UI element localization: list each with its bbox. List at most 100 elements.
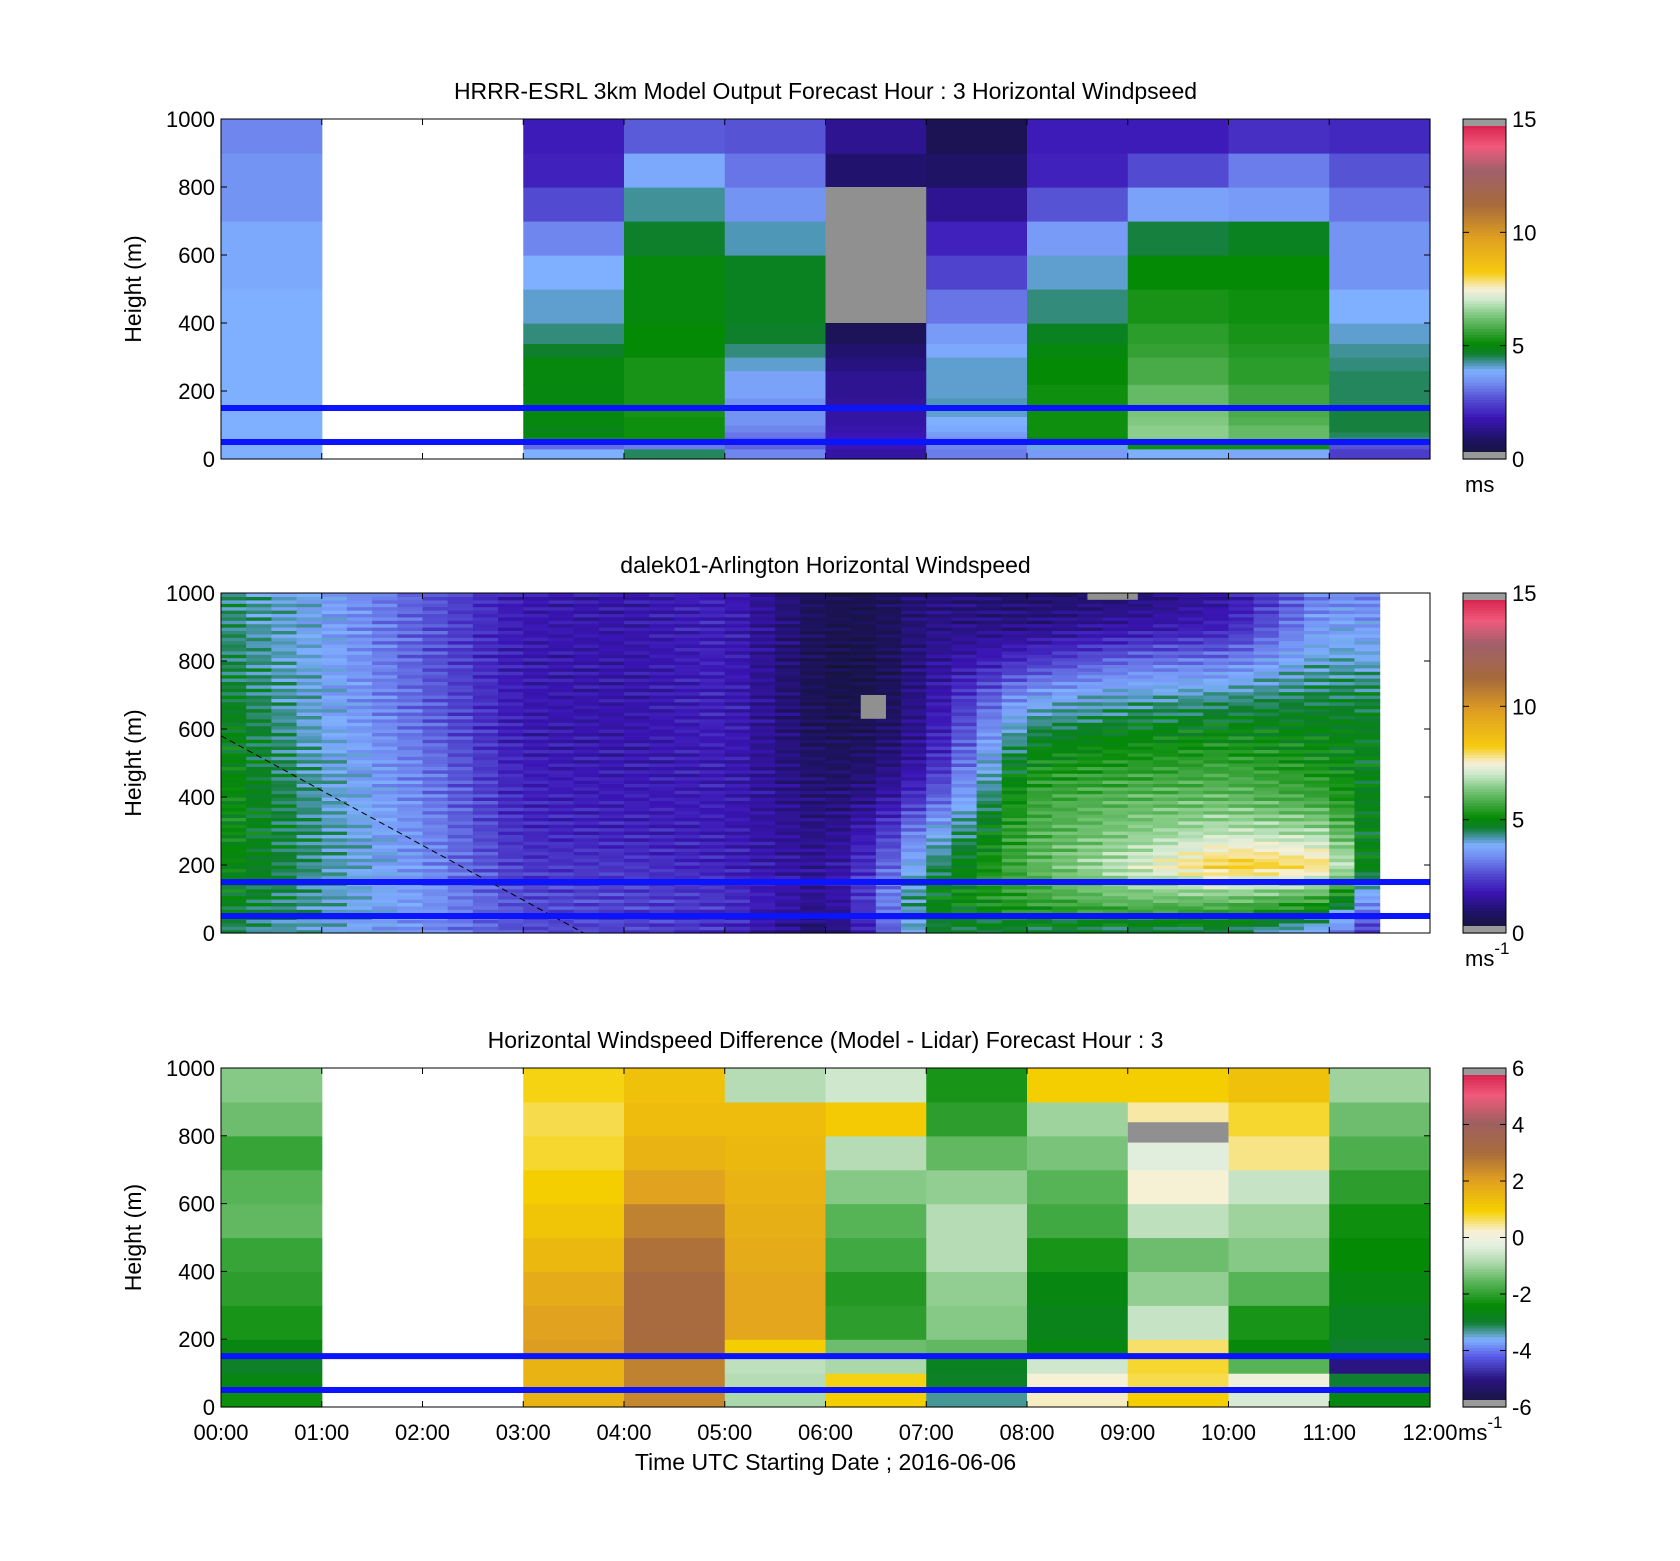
- heatmap-cell: [624, 725, 650, 730]
- heatmap-cell: [1152, 827, 1179, 832]
- heatmap-cell: [1354, 848, 1381, 852]
- heatmap-cell: [1027, 701, 1053, 706]
- heatmap-cell: [901, 899, 927, 903]
- heatmap-cell: [447, 729, 474, 733]
- heatmap-cell: [1152, 763, 1179, 767]
- heatmap-cell: [447, 681, 474, 686]
- heatmap-cell: [1001, 769, 1028, 774]
- heatmap-cell: [1027, 814, 1053, 818]
- heatmap-cell: [573, 698, 600, 703]
- heatmap-cell: [372, 790, 398, 795]
- heatmap-cell: [1077, 817, 1104, 822]
- heatmap-cell: [1027, 817, 1053, 822]
- heatmap-cell: [523, 763, 550, 767]
- heatmap-cell: [1329, 861, 1356, 866]
- heatmap-cell: [1304, 899, 1330, 903]
- heatmap-cell: [951, 620, 978, 625]
- heatmap-cell: [472, 919, 499, 924]
- heatmap-cell: [447, 759, 474, 764]
- heatmap-cell: [624, 735, 650, 740]
- heatmap-cell: [649, 763, 675, 767]
- heatmap-cell: [951, 844, 978, 849]
- heatmap-cell: [1203, 803, 1230, 808]
- heatmap-cell: [598, 752, 625, 757]
- heatmap-cell: [447, 803, 474, 808]
- heatmap-cell: [875, 742, 902, 747]
- heatmap-cell: [1077, 684, 1104, 689]
- heatmap-cell: [1253, 701, 1280, 706]
- heatmap-cell: [1052, 695, 1078, 699]
- heatmap-cell: [724, 759, 751, 764]
- heatmap-cell: [321, 807, 348, 812]
- heatmap-cell: [271, 596, 298, 601]
- heatmap-cell: [850, 722, 877, 727]
- heatmap-cell: [1077, 722, 1104, 727]
- heatmap-cell: [624, 343, 726, 358]
- heatmap-cell: [649, 837, 675, 842]
- heatmap-cell: [321, 888, 348, 893]
- heatmap-cell: [1354, 654, 1381, 659]
- heatmap-cell: [1228, 752, 1255, 757]
- heatmap-cell: [901, 698, 927, 703]
- heatmap-cell: [976, 848, 1003, 852]
- heatmap-cell: [875, 892, 902, 897]
- heatmap-cell: [825, 783, 852, 788]
- heatmap-cell: [271, 793, 298, 798]
- heatmap-cell: [1152, 678, 1179, 682]
- heatmap-cell: [573, 718, 600, 723]
- heatmap-cell: [1052, 644, 1078, 648]
- heatmap-cell: [674, 899, 701, 903]
- heatmap-cell: [800, 851, 827, 856]
- heatmap-cell: [296, 868, 323, 873]
- heatmap-cell: [447, 752, 474, 757]
- heatmap-cell: [548, 630, 575, 635]
- heatmap-cell: [321, 613, 348, 618]
- heatmap-cell: [1052, 776, 1078, 781]
- heatmap-cell: [246, 865, 272, 869]
- heatmap-cell: [271, 807, 298, 812]
- heatmap-cell: [1228, 384, 1330, 399]
- heatmap-cell: [1102, 793, 1129, 798]
- heatmap-cell: [1027, 603, 1053, 608]
- heatmap-cell: [875, 695, 902, 699]
- heatmap-cell: [850, 909, 877, 914]
- heatmap-cell: [724, 773, 751, 778]
- heatmap-cell: [598, 803, 625, 808]
- heatmap-cell: [1278, 664, 1305, 669]
- heatmap-cell: [1329, 905, 1356, 910]
- heatmap-cell: [1178, 701, 1204, 706]
- heatmap-cell: [472, 868, 499, 873]
- heatmap-cell: [1001, 851, 1028, 856]
- colorbar-top-cap: [1463, 119, 1506, 126]
- heatmap-cell: [976, 616, 1003, 621]
- heatmap-cell: [1329, 343, 1431, 358]
- heatmap-cell: [624, 705, 650, 710]
- heatmap-cell: [1278, 633, 1305, 638]
- heatmap-cell: [1253, 678, 1280, 682]
- heatmap-cell: [221, 769, 247, 774]
- heatmap-cell: [800, 671, 827, 676]
- heatmap-cell: [1027, 810, 1053, 815]
- heatmap-cell: [1228, 708, 1255, 713]
- heatmap-cell: [372, 837, 398, 842]
- colorbar-segment: [1463, 345, 1506, 350]
- heatmap-cell: [422, 837, 449, 842]
- heatmap-cell: [1127, 684, 1154, 689]
- heatmap-cell: [246, 922, 272, 927]
- heatmap-cell: [246, 895, 272, 900]
- heatmap-cell: [901, 705, 927, 710]
- heatmap-cell: [1152, 766, 1179, 771]
- heatmap-cell: [1127, 742, 1154, 747]
- heatmap-cell: [624, 752, 650, 757]
- heatmap-cell: [1152, 797, 1179, 801]
- heatmap-cell: [1052, 807, 1078, 812]
- heatmap-cell: [1329, 899, 1356, 903]
- heatmap-cell: [498, 773, 524, 778]
- heatmap-cell: [372, 797, 398, 801]
- colorbar-frame: [1462, 118, 1507, 460]
- heatmap-cell: [825, 739, 852, 744]
- colorbar-unit-base: ms: [1465, 472, 1494, 497]
- heatmap-cell: [1077, 807, 1104, 812]
- colorbar-segment: [1463, 147, 1506, 151]
- heatmap-cell: [598, 616, 625, 621]
